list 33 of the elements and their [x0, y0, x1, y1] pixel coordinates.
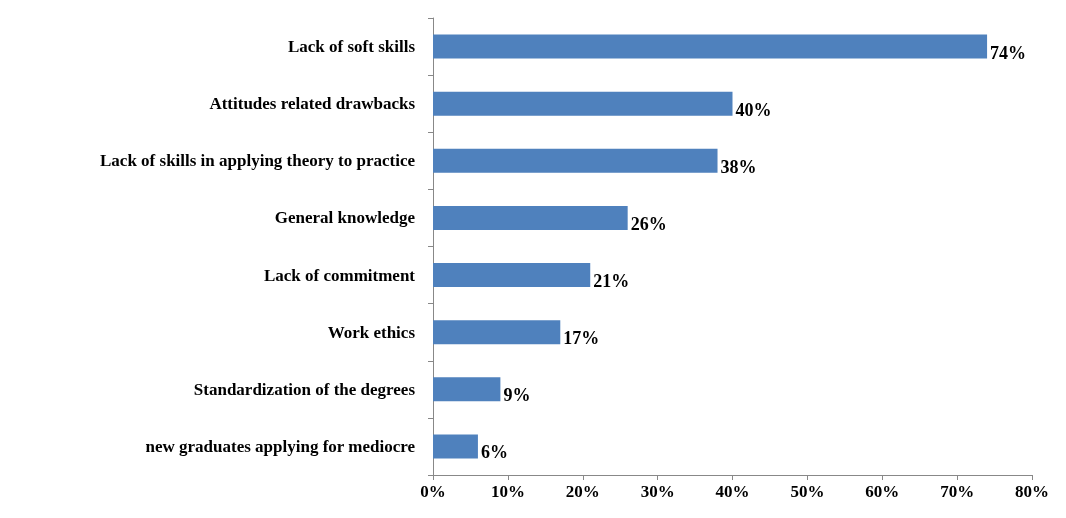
y-tick-label: Lack of skills in applying theory to practice: [100, 151, 416, 171]
x-tick-label: 10%: [490, 482, 525, 501]
bar: [433, 320, 561, 345]
y-tick-label: Lack of commitment: [263, 265, 416, 285]
bar: [433, 205, 628, 230]
y-tick-label: Standardization of the degrees: [193, 379, 416, 399]
y-tick-label: Attitudes related drawbacks: [209, 94, 416, 114]
x-tick-label: 50%: [790, 482, 825, 501]
bar: [433, 434, 478, 459]
bar: [433, 377, 501, 402]
bar: [433, 263, 591, 288]
data-label: 17%: [563, 328, 600, 349]
bar: [433, 34, 988, 59]
x-tick-label: 80%: [1015, 482, 1049, 501]
y-tick-label: Work ethics: [327, 322, 416, 342]
y-tick-label: Lack of soft skills: [287, 37, 416, 57]
y-tick-label: new graduates applying for mediocre: [145, 436, 416, 456]
data-label: 6%: [480, 442, 508, 463]
data-label: 40%: [735, 99, 772, 120]
data-label: 26%: [630, 213, 667, 234]
bar: [433, 148, 718, 173]
data-label: 38%: [720, 156, 757, 177]
x-tick-label: 40%: [715, 482, 750, 501]
x-tick-label: 70%: [940, 482, 975, 501]
x-tick-label: 60%: [865, 482, 900, 501]
data-label: 21%: [593, 271, 630, 292]
x-tick-label: 20%: [565, 482, 600, 501]
x-tick-label: 30%: [640, 482, 675, 501]
y-tick-label: General knowledge: [274, 208, 416, 228]
data-label: 9%: [503, 385, 531, 406]
data-label: 74%: [990, 42, 1027, 63]
bar: [433, 91, 733, 116]
x-tick-label: 0%: [420, 482, 446, 501]
